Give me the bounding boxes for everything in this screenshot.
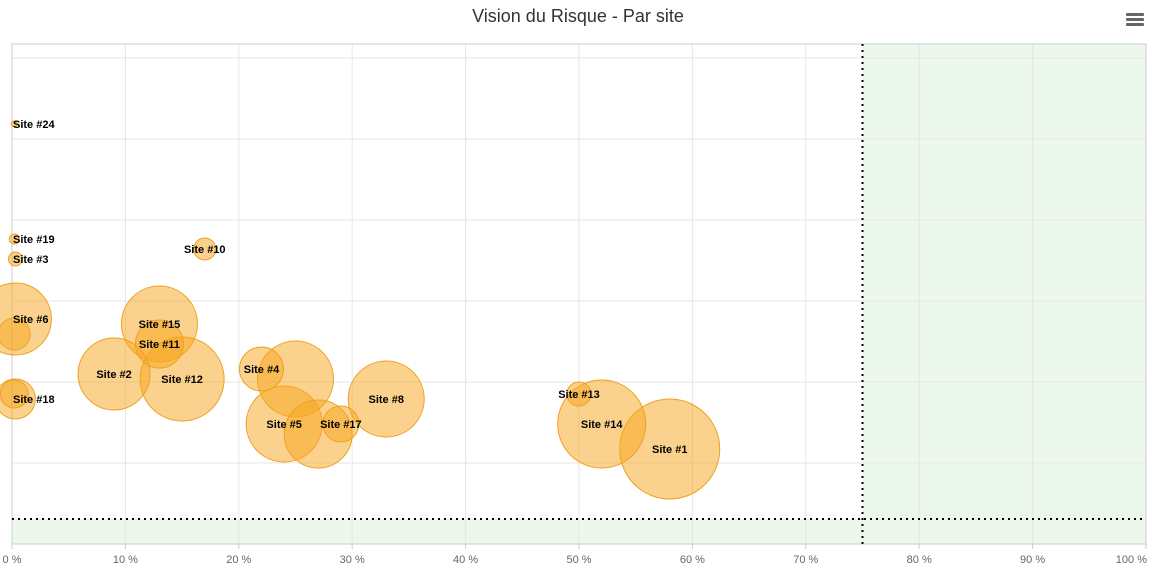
x-tick-label: 40 % <box>453 554 478 566</box>
bubble-label: Site #24 <box>13 119 55 131</box>
safe-zones <box>12 44 1146 544</box>
bubble-label: Site #11 <box>139 339 180 351</box>
bubble <box>77 337 151 411</box>
bubble <box>566 381 592 407</box>
bubble <box>347 360 425 438</box>
bubble <box>10 120 18 128</box>
bubble-label: Site #6 <box>13 314 48 326</box>
bubble-label: Site #19 <box>13 234 55 246</box>
bubble-label: Site #5 <box>266 419 301 431</box>
x-tick-label: 30 % <box>340 554 365 566</box>
x-tick-label: 20 % <box>226 554 251 566</box>
bubble <box>322 405 360 443</box>
bubble-label: Site #15 <box>139 319 181 331</box>
x-tick-label: 70 % <box>793 554 818 566</box>
x-tick-label: 50 % <box>566 554 591 566</box>
safe-zone-bottom <box>12 519 863 544</box>
bubble-labels: Site #24 Site #19 Site #3 Site #10 Site #6 Si… <box>13 119 687 456</box>
bubble-label: Site #1 <box>652 444 687 456</box>
bubble-label: Site #14 <box>581 419 623 431</box>
bubble-label: Site #10 <box>184 244 226 256</box>
bubble-label: Site #4 <box>244 364 280 376</box>
hamburger-menu-icon[interactable] <box>1126 13 1144 27</box>
bubble <box>193 237 217 261</box>
bubble-label: Site #8 <box>368 394 403 406</box>
bubble-label: Site #17 <box>320 419 362 431</box>
bubble <box>238 346 284 392</box>
bubble-label: Site #12 <box>161 374 203 386</box>
safe-zone-right <box>862 44 1146 544</box>
x-tick-label: 60 % <box>680 554 705 566</box>
chart-title: Vision du Risque - Par site <box>472 6 684 26</box>
bubble <box>8 233 20 245</box>
bubble-label: Site #2 <box>96 369 131 381</box>
bubble-label: Site #18 <box>13 394 55 406</box>
x-tick-label: 90 % <box>1020 554 1045 566</box>
bubble <box>0 379 29 409</box>
bubble <box>0 317 31 351</box>
x-tick-label: 100 % <box>1116 554 1147 566</box>
x-tick-label: 0 % <box>3 554 22 566</box>
bubble-label: Site #13 <box>558 389 600 401</box>
x-tick-label: 10 % <box>113 554 138 566</box>
bubble <box>7 251 23 267</box>
bubble-label: Site #3 <box>13 254 48 266</box>
grid-lines <box>11 43 1147 545</box>
bubble <box>134 319 184 369</box>
x-axis-ticks: 0 % 10 % 20 % 30 % 40 % 50 % 60 % 70 % 80 % 90 % 1… <box>3 544 1147 566</box>
x-tick-label: 80 % <box>907 554 932 566</box>
bubbles <box>0 120 721 500</box>
